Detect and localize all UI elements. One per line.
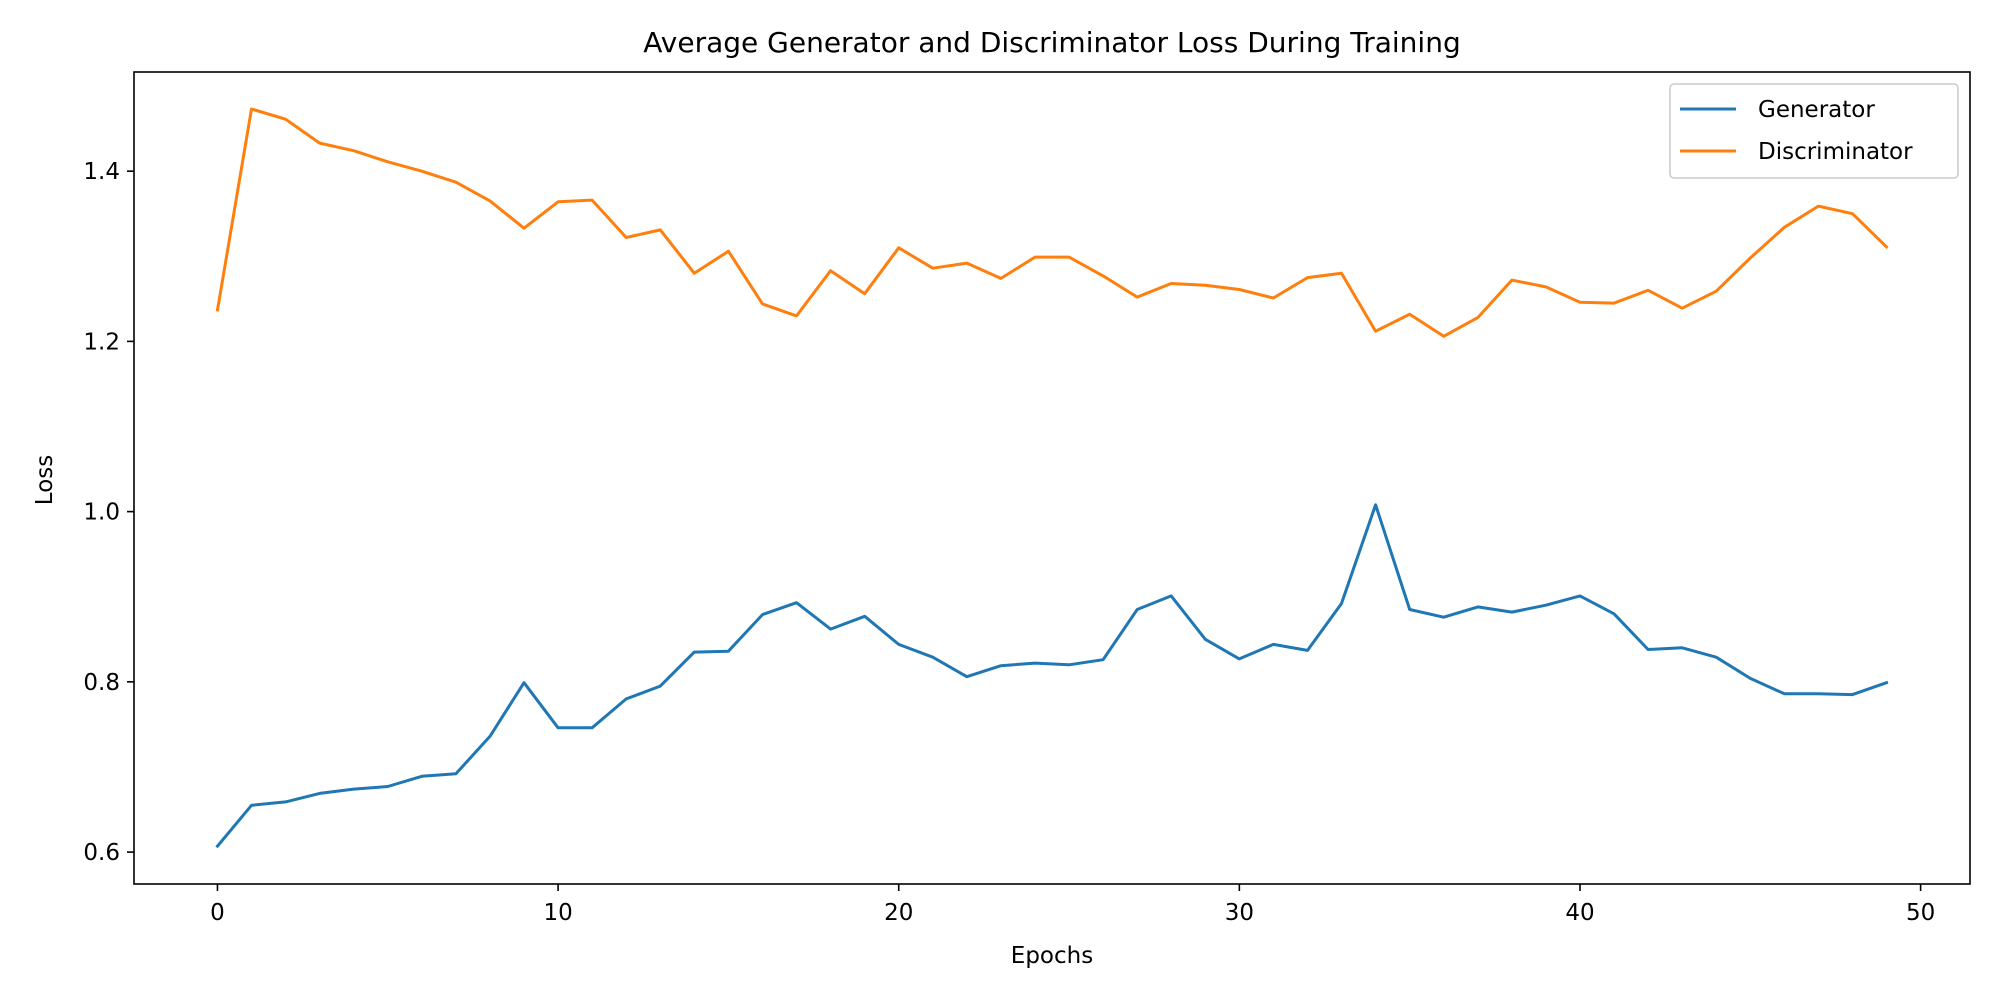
x-tick-label: 0 <box>210 900 225 926</box>
y-tick-label: 1.2 <box>83 329 120 355</box>
x-tick-label: 40 <box>1565 900 1594 926</box>
x-tick-label: 30 <box>1225 900 1254 926</box>
y-axis-label: Loss <box>32 455 58 505</box>
legend-label-discriminator: Discriminator <box>1758 139 1913 165</box>
y-tick-label: 0.8 <box>83 670 120 696</box>
y-tick-label: 0.6 <box>83 840 120 866</box>
x-tick-label: 10 <box>543 900 572 926</box>
x-tick-label: 50 <box>1906 900 1935 926</box>
plot-frame <box>133 71 1971 885</box>
series-line-generator <box>215 503 1889 849</box>
chart-title: Average Generator and Discriminator Loss… <box>643 26 1460 59</box>
series-layer <box>215 107 1889 849</box>
x-tick-label: 20 <box>884 900 913 926</box>
x-axis-label: Epochs <box>1011 943 1093 969</box>
y-tick-label: 1.0 <box>83 500 120 526</box>
legend: Generator Discriminator <box>1669 83 1959 179</box>
y-axis: 0.6 0.8 1.0 1.2 1.4 <box>83 159 134 866</box>
legend-box <box>1669 83 1959 179</box>
series-line-discriminator <box>215 107 1889 338</box>
x-axis: 0 10 20 30 40 50 <box>210 884 1935 926</box>
y-tick-label: 1.4 <box>83 159 120 185</box>
legend-label-generator: Generator <box>1758 97 1875 123</box>
plot-area <box>133 71 1971 885</box>
